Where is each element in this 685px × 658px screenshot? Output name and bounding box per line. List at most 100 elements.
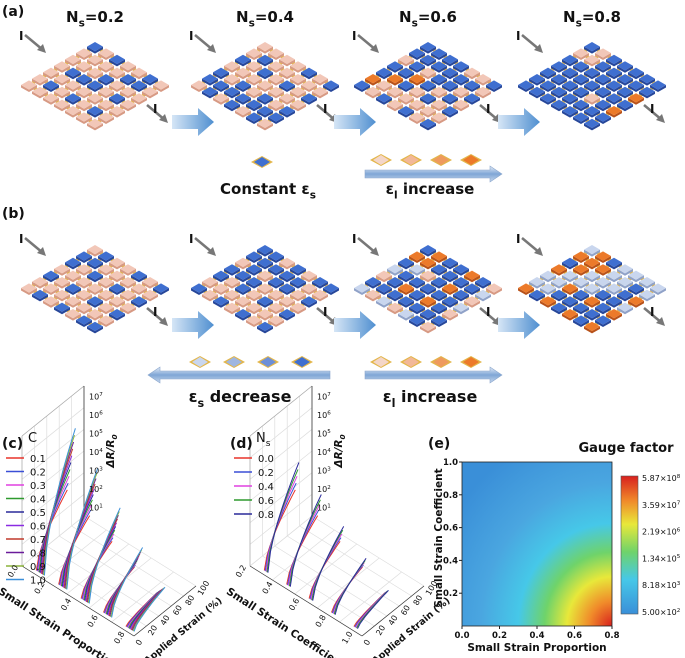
tile-side xyxy=(65,110,81,118)
tile xyxy=(617,289,633,299)
tile xyxy=(257,309,273,319)
tile xyxy=(32,86,48,96)
tile-side xyxy=(529,294,545,302)
tile-side xyxy=(142,91,158,99)
tile-side xyxy=(65,72,81,80)
tile xyxy=(246,251,262,261)
tile-side xyxy=(442,72,458,80)
tile-side xyxy=(376,85,392,92)
tile-side xyxy=(573,53,589,60)
tile xyxy=(268,74,284,84)
text-part: 5 xyxy=(99,429,103,435)
tile-side xyxy=(87,110,103,118)
tile xyxy=(279,54,295,64)
tile xyxy=(202,74,218,84)
axis-3d xyxy=(272,529,335,581)
tile-side xyxy=(32,78,48,86)
tile xyxy=(87,54,103,64)
tile-side xyxy=(540,72,556,80)
tile xyxy=(573,264,589,274)
tile-side xyxy=(224,294,240,302)
x-tick-label: 0.4 xyxy=(59,597,73,613)
tile xyxy=(323,283,339,293)
response-curve xyxy=(111,547,144,618)
tile xyxy=(120,277,136,287)
current-arrow-head xyxy=(37,44,46,53)
z-tick-label: 101 xyxy=(89,504,103,513)
tile-side xyxy=(650,288,666,295)
axis-3d xyxy=(66,543,130,595)
tile xyxy=(540,80,556,90)
tile-side xyxy=(584,275,600,283)
tile xyxy=(279,283,295,293)
tile-side xyxy=(54,281,70,289)
current-arrow-head xyxy=(207,247,216,256)
tile-side xyxy=(109,59,125,67)
tile xyxy=(257,321,273,331)
legend-title: Ns xyxy=(256,431,271,449)
tile xyxy=(109,80,125,90)
tile xyxy=(109,93,125,103)
tile xyxy=(431,277,447,287)
tile xyxy=(246,315,262,325)
tile xyxy=(595,61,611,71)
tile xyxy=(431,251,447,261)
text-part: ε xyxy=(383,387,392,406)
tile xyxy=(301,296,317,306)
tile xyxy=(442,67,458,77)
axis-3d xyxy=(361,585,425,637)
axis-3d xyxy=(299,525,412,597)
tile xyxy=(65,67,81,77)
tile xyxy=(606,80,622,90)
tile-side xyxy=(246,281,262,289)
current-arrow-head xyxy=(37,247,46,256)
tile xyxy=(268,289,284,299)
axis-3d xyxy=(249,450,313,502)
tile-side xyxy=(551,65,567,73)
colorbar-label: 1.34×105 xyxy=(642,554,681,563)
tile-side xyxy=(431,268,447,276)
tile xyxy=(109,296,125,306)
tile-side xyxy=(213,288,229,295)
tile-side xyxy=(573,104,589,112)
tile-side xyxy=(584,46,600,54)
tile xyxy=(21,283,37,293)
tile-side xyxy=(21,288,37,295)
y-tick-label: 0.2 xyxy=(443,589,458,599)
tile xyxy=(475,74,491,84)
tile-side xyxy=(398,313,414,321)
tile xyxy=(268,251,284,261)
tile xyxy=(257,245,273,255)
mini-tile xyxy=(373,357,389,367)
tile-side xyxy=(257,288,273,295)
tile xyxy=(76,86,92,96)
tile-side xyxy=(257,313,273,321)
tile xyxy=(551,61,567,71)
tile-side xyxy=(398,275,414,283)
tile-side xyxy=(420,72,436,80)
tile xyxy=(551,74,567,84)
tile-side xyxy=(409,320,425,327)
text-part: ε xyxy=(189,387,198,406)
tile xyxy=(442,257,458,267)
tile xyxy=(442,93,458,103)
tile xyxy=(213,93,229,103)
colorbar-label: 8.18×103 xyxy=(642,581,681,590)
tile-side xyxy=(409,53,425,60)
tile xyxy=(628,93,644,103)
tile xyxy=(376,93,392,103)
tile-side xyxy=(365,91,381,99)
y-tick-label: 80 xyxy=(184,594,197,607)
tile-side xyxy=(431,91,447,99)
tile xyxy=(257,42,273,52)
tile xyxy=(213,67,229,77)
tile-side xyxy=(131,300,147,308)
tile xyxy=(387,302,403,312)
tile xyxy=(562,93,578,103)
tile-side xyxy=(87,275,103,283)
tile xyxy=(21,80,37,90)
tile-side xyxy=(257,46,273,54)
tile xyxy=(76,264,92,274)
tile xyxy=(257,270,273,280)
text-part: 4 xyxy=(99,448,103,454)
